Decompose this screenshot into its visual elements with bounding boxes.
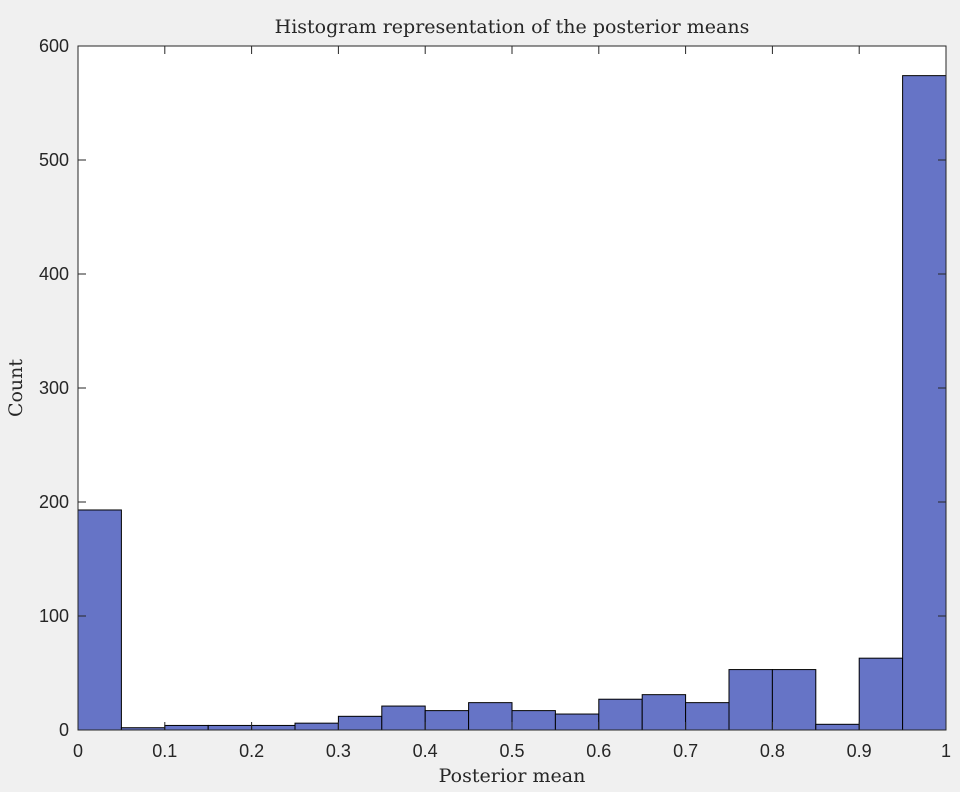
x-tick-label: 1	[941, 741, 951, 761]
x-tick-label: 0.1	[152, 741, 177, 761]
histogram-bar	[902, 75, 947, 731]
y-tick-label: 0	[59, 720, 69, 740]
histogram-bar	[207, 724, 253, 731]
y-tick-label: 200	[39, 492, 69, 512]
histogram-bar	[424, 710, 470, 731]
x-tick-label: 0.8	[760, 741, 785, 761]
histogram-bar	[858, 657, 904, 731]
histogram-bar	[511, 710, 556, 731]
histogram-bar	[815, 723, 860, 731]
histogram-bar	[251, 724, 296, 731]
x-tick-label: 0.4	[413, 741, 438, 761]
histogram-bar	[771, 669, 817, 731]
y-tick-label: 400	[39, 264, 69, 284]
x-tick-label: 0.6	[586, 741, 611, 761]
histogram-bar	[598, 698, 643, 731]
histogram-bar	[554, 713, 600, 731]
histogram-bar	[728, 669, 773, 731]
y-tick-label: 500	[39, 150, 69, 170]
histogram-bar	[381, 705, 426, 731]
x-tick-label: 0.2	[239, 741, 264, 761]
histogram-bars	[77, 75, 947, 731]
histogram-bar	[641, 694, 687, 731]
y-axis-label: Count	[5, 359, 27, 417]
y-tick-label: 300	[39, 378, 69, 398]
histogram-bar	[337, 715, 383, 731]
histogram-bar	[294, 722, 339, 731]
histogram-bar	[77, 509, 122, 731]
x-axis-label: Posterior mean	[439, 765, 586, 787]
x-tick-label: 0.5	[499, 741, 524, 761]
plot-frame	[77, 45, 947, 731]
y-tick-labels: 0 100 200 300 400 500 600	[39, 36, 69, 740]
x-tick-label: 0	[73, 741, 83, 761]
chart-title: Histogram representation of the posterio…	[275, 16, 750, 38]
x-tick-label: 0.3	[326, 741, 351, 761]
y-tick-label: 600	[39, 36, 69, 56]
x-tick-label: 0.7	[673, 741, 698, 761]
plot-area	[78, 46, 946, 730]
histogram-bar	[685, 702, 730, 731]
x-tick-label: 0.9	[847, 741, 872, 761]
y-tick-label: 100	[39, 606, 69, 626]
x-tick-labels: 0 0.1 0.2 0.3 0.4 0.5 0.6 0.7 0.8 0.9 1	[73, 741, 951, 761]
histogram-bar	[468, 702, 513, 731]
histogram-bar	[164, 724, 209, 731]
